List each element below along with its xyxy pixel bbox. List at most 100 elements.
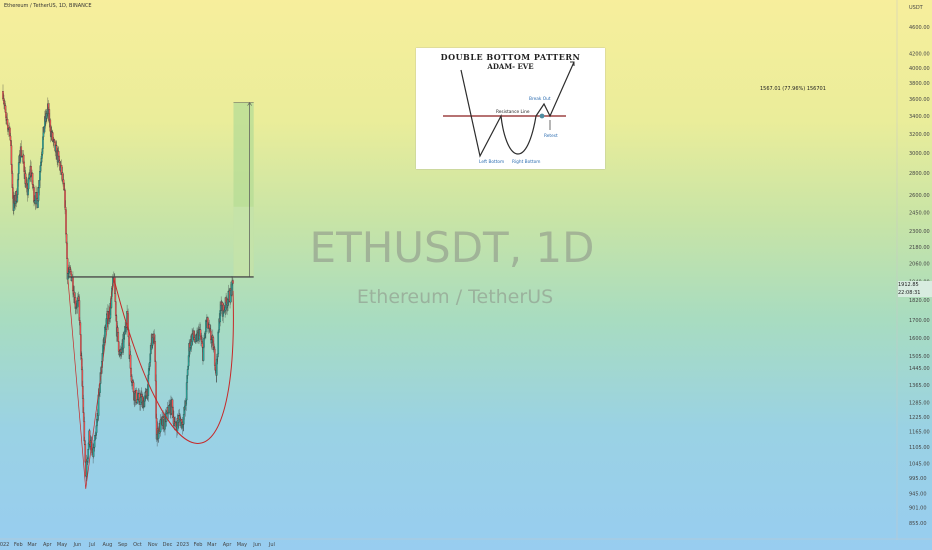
price-tick-label: 4200.00 [909,52,930,58]
last-price-tag: 1912.85 [898,281,932,289]
price-tick-label: 945.00 [909,491,927,497]
candle-body [66,242,68,259]
price-tick-label: 1045.00 [909,462,930,468]
time-tick-label: May [57,542,67,548]
candle-body [168,405,170,414]
inset-diagram: Break Out Resistance Line Retest Left Bo… [443,61,575,165]
inset-title: Double Bottom Pattern [440,52,581,62]
candle-body [92,447,95,457]
price-tick-label: 4000.00 [909,66,930,72]
candle-body [129,354,132,369]
price-tick-label: 1285.00 [909,401,930,407]
watermark-name: Ethereum / TetherUS [357,286,553,308]
rounded-bottom-curve [113,278,234,444]
price-tick-label: 1505.00 [909,354,930,360]
inset-left-bottom-label: Left Bottom [479,159,504,165]
candle-body [84,444,87,463]
price-tick-label: 1445.00 [909,366,930,372]
price-tick-label: 2060.00 [909,262,930,268]
time-tick-label: Jun [252,542,261,548]
time-tick-label: Aug [103,542,113,548]
target-zone [233,102,254,277]
inset-arrowhead [570,61,575,66]
price-axis[interactable]: 4600.00 4200.00 4000.00 3800.00 3600.00 3400.… [909,5,930,527]
price-tick-label: 3800.00 [909,81,930,87]
inset-subtitle: ADAM- EVE [487,62,534,71]
time-tick-label: Apr [43,542,53,548]
price-tick-label: 1700.00 [909,318,930,324]
candle-body [79,320,81,323]
candle-body [203,338,205,348]
inset-breakout-label: Break Out [529,96,551,102]
price-tick-label: 995.00 [909,476,927,482]
candle-body [79,322,82,335]
price-tick-label: 1820.00 [909,298,930,304]
inset-breakout-point [539,113,545,119]
candle-body [53,139,56,141]
time-tick-label: Mar [207,542,217,548]
price-tick-label: 3200.00 [909,132,930,138]
candle-body [186,369,189,376]
candle-body [154,341,157,362]
price-tick-label: 901.00 [909,505,927,511]
price-tick-label: 1600.00 [909,336,930,342]
time-tick-label: 2023 [176,542,189,548]
candle-body [93,440,96,448]
price-axis-unit: USDT [909,5,924,11]
pattern-inset: Double Bottom Pattern ADAM- EVE Break Ou… [416,48,605,169]
time-tick-label: Mar [27,542,37,548]
price-tick-label: 2180.00 [909,245,930,251]
inset-retest-label: Retest [544,133,558,139]
time-tick-label: 2022 [0,542,9,548]
drawings [67,276,254,489]
candle-body [53,140,56,143]
price-tick-label: 1105.00 [909,445,930,451]
time-tick-label: Jun [72,542,81,548]
inset-resistance-label: Resistance Line [496,109,530,115]
price-tick-label: 4600.00 [909,25,930,31]
candle-body [65,209,67,235]
time-tick-label: May [237,542,247,548]
inset-right-bottom-label: Right Bottom [512,159,540,165]
candle-body [117,332,120,342]
price-tick-label: 3600.00 [909,97,930,103]
inset-w-pattern [460,61,575,158]
time-tick-label: Oct [133,542,142,548]
candle-body [114,293,117,302]
watermark-symbol: ETHUSDT, 1D [310,223,595,272]
symbol-header: Ethereum / TetherUS, 1D, BINANCE [4,3,92,9]
time-axis[interactable]: 2022 Feb Mar Apr May Jun Jul Aug Sep Oct Nov Dec202… [0,542,275,548]
time-tick-label: Dec [163,542,173,548]
candle-body [39,171,41,181]
candle-body [87,449,90,459]
candle-body [9,135,12,141]
time-tick-label: Jul [268,542,275,548]
target-zone-lower [233,206,254,277]
price-tick-label: 1165.00 [909,430,930,436]
time-tick-label: Feb [14,542,23,548]
countdown-tag: 22:08:31 [898,289,932,297]
price-tick-label: 2300.00 [909,229,930,235]
price-tick-label: 2450.00 [909,210,930,216]
left-bottom-trace [67,278,115,489]
time-tick-label: Jul [88,542,95,548]
candle-body [10,145,13,165]
candle-body [232,280,234,284]
measure-arrowhead [247,102,252,106]
candle-body [114,301,117,316]
candle-body [202,347,205,361]
candle-body [64,207,67,210]
measure-label: 1567.01 (77.96%) 156701 [760,86,826,92]
time-tick-label: Sep [118,542,127,548]
time-tick-label: Nov [148,542,158,548]
price-tick-label: 1225.00 [909,415,930,421]
candle-body [217,331,220,355]
price-tick-label: 1365.00 [909,383,930,389]
time-tick-label: Apr [223,542,233,548]
price-tick-label: 2600.00 [909,193,930,199]
price-tick-label: 2800.00 [909,171,930,177]
price-tick-label: 3000.00 [909,151,930,157]
time-tick-label: Feb [194,542,203,548]
candle-body [116,327,119,333]
candles [2,84,234,482]
